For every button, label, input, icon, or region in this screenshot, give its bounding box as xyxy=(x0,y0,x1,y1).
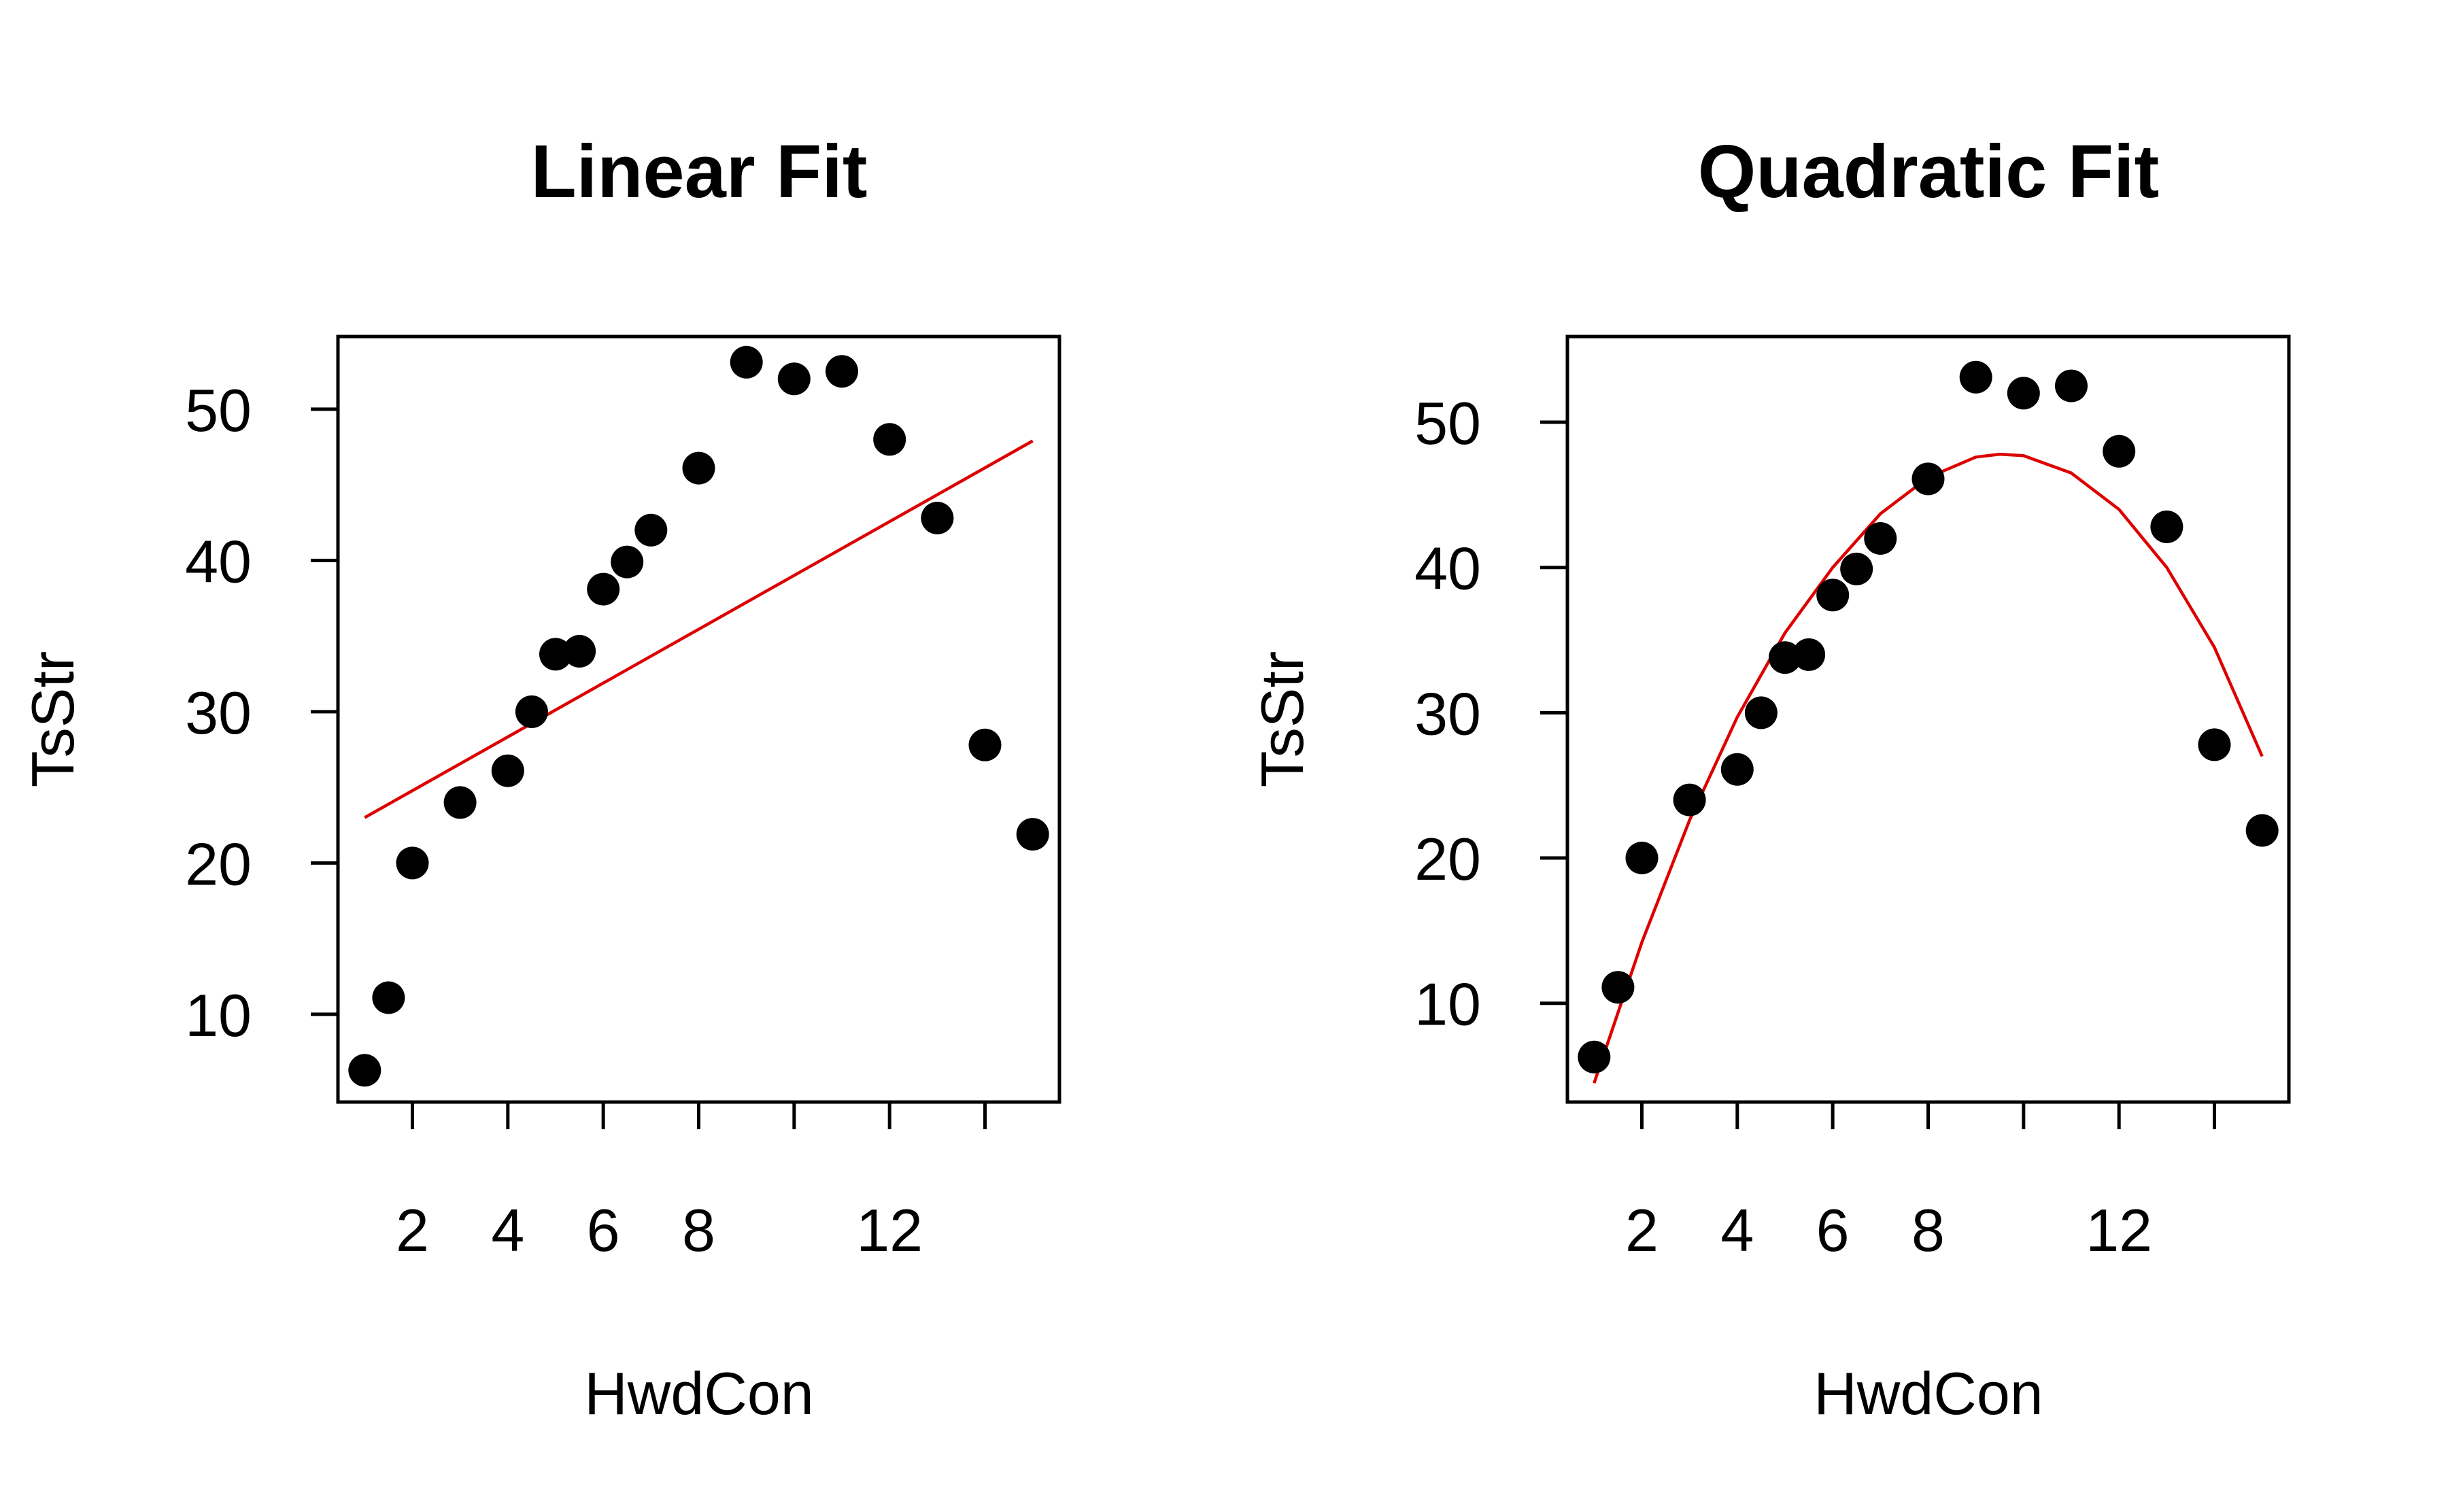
fit-layer xyxy=(364,439,1034,819)
y-axis-ticks: 10 20 30 40 50 xyxy=(185,377,338,1049)
data-point xyxy=(1578,1040,1611,1073)
data-point xyxy=(2198,728,2231,761)
data-point xyxy=(2103,434,2136,468)
data-point xyxy=(1816,579,1850,612)
x-tick-label: 2 xyxy=(1625,1197,1659,1264)
points-layer xyxy=(348,345,1049,1087)
data-point xyxy=(396,846,429,880)
data-point xyxy=(921,502,954,534)
data-point xyxy=(515,695,548,728)
data-point xyxy=(777,362,811,396)
data-point xyxy=(539,638,572,671)
x-tick-label: 8 xyxy=(1911,1197,1945,1264)
data-point xyxy=(1016,818,1049,851)
data-point xyxy=(563,634,596,668)
x-tick-label: 6 xyxy=(1816,1197,1850,1264)
data-point xyxy=(1840,552,1873,585)
data-point xyxy=(1792,638,1826,671)
data-point xyxy=(2150,510,2183,543)
data-point xyxy=(587,572,620,606)
x-axis-ticks: 2 4 6 8 12 xyxy=(396,1102,987,1264)
y-tick-label: 50 xyxy=(1414,390,1481,457)
data-point xyxy=(491,754,524,787)
data-point xyxy=(348,1054,381,1087)
x-tick-label: 6 xyxy=(587,1197,620,1264)
data-point xyxy=(682,451,715,485)
y-axis-ticks: 10 20 30 40 50 xyxy=(1414,390,1567,1038)
x-tick-label: 2 xyxy=(396,1197,429,1264)
data-point xyxy=(1625,842,1659,874)
data-point xyxy=(2007,377,2040,410)
linear-fit-line xyxy=(364,439,1034,819)
data-point xyxy=(2055,369,2088,402)
y-tick-label: 50 xyxy=(185,377,252,444)
y-tick-label: 20 xyxy=(1414,825,1481,893)
y-tick-label: 30 xyxy=(1414,680,1481,747)
linear-fit-panel: Linear Fit HwdCon TsStr 2 4 6 8 12 10 20 30 40 5… xyxy=(19,130,1061,1427)
data-point xyxy=(611,545,644,579)
y-tick-label: 20 xyxy=(185,830,252,897)
x-tick-label: 12 xyxy=(856,1197,923,1264)
x-tick-label: 8 xyxy=(682,1197,715,1264)
data-point xyxy=(1911,462,1945,496)
y-axis-label: TsStr xyxy=(1248,651,1316,787)
x-axis-ticks: 2 4 6 8 12 xyxy=(1625,1102,2217,1264)
data-point xyxy=(826,355,858,388)
data-point xyxy=(634,513,668,547)
x-tick-label: 4 xyxy=(1720,1197,1754,1264)
data-point xyxy=(873,423,906,456)
panel-title: Quadratic Fit xyxy=(1698,130,2159,213)
data-point xyxy=(2245,814,2279,847)
data-point xyxy=(1744,696,1778,729)
y-tick-label: 30 xyxy=(185,679,252,746)
y-tick-label: 10 xyxy=(185,982,252,1049)
x-axis-label: HwdCon xyxy=(584,1360,813,1427)
quadratic-fit-line xyxy=(1593,452,2264,1084)
data-point xyxy=(1959,360,1992,394)
data-point xyxy=(730,345,763,379)
points-layer xyxy=(1578,360,2279,1073)
data-point xyxy=(1769,641,1801,674)
data-point xyxy=(1720,753,1754,786)
y-tick-label: 10 xyxy=(1414,971,1481,1038)
fit-layer xyxy=(1593,452,2264,1084)
data-point xyxy=(1864,522,1897,555)
y-axis-label: TsStr xyxy=(19,651,86,787)
data-point xyxy=(443,786,477,819)
y-tick-label: 40 xyxy=(185,528,252,595)
quadratic-fit-panel: Quadratic Fit HwdCon TsStr 2 4 6 8 12 10 20 30… xyxy=(1248,130,2291,1427)
y-tick-label: 40 xyxy=(1414,535,1481,602)
x-tick-label: 12 xyxy=(2086,1197,2152,1264)
x-tick-label: 4 xyxy=(491,1197,524,1264)
panel-title: Linear Fit xyxy=(530,130,867,213)
x-axis-label: HwdCon xyxy=(1814,1360,2043,1427)
data-point xyxy=(1673,783,1706,817)
data-point xyxy=(372,981,405,1014)
data-point xyxy=(968,728,1002,761)
data-point xyxy=(1601,971,1635,1004)
